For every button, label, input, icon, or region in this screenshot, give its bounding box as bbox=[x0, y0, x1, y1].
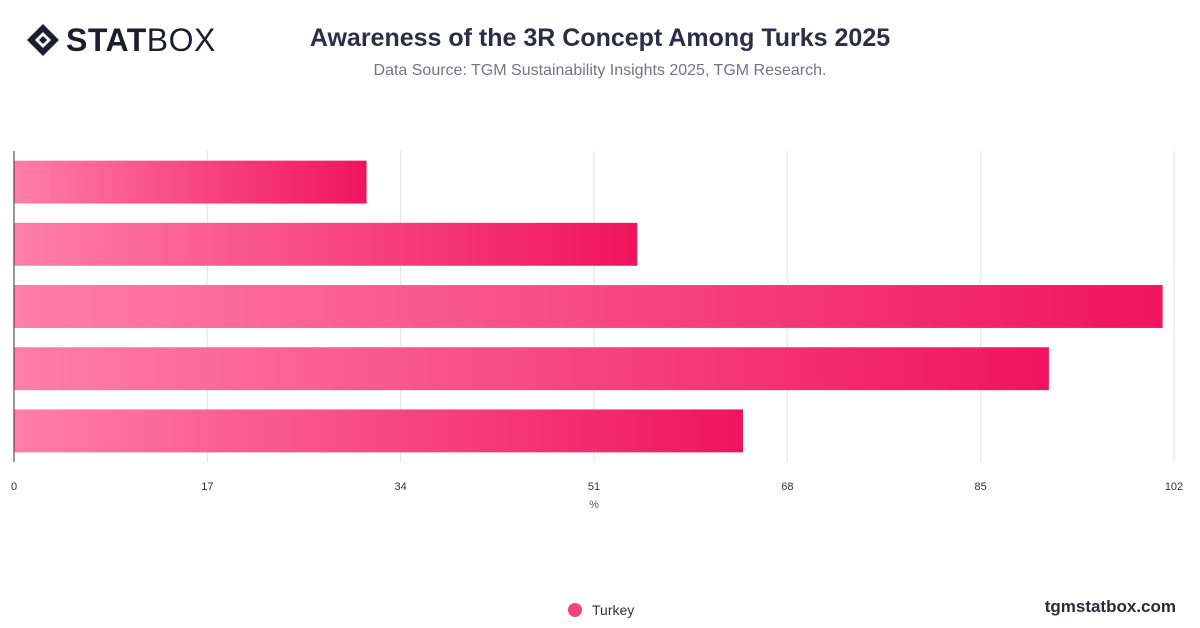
legend-swatch bbox=[568, 603, 582, 617]
x-tick-label: 102 bbox=[1165, 481, 1183, 493]
x-tick-label: 85 bbox=[975, 481, 987, 493]
logo-wordmark: STATBOX bbox=[66, 24, 216, 56]
x-axis-title: % bbox=[589, 499, 599, 511]
logo-word-stat: STAT bbox=[66, 22, 147, 58]
bar[interactable] bbox=[14, 222, 638, 266]
bar[interactable] bbox=[14, 285, 1163, 328]
bar-chart: 0 17 34 51 68 85 102 % bbox=[11, 151, 1183, 511]
x-tick-label: 68 bbox=[781, 481, 793, 493]
statbox-logo: STATBOX bbox=[26, 22, 216, 58]
bar[interactable] bbox=[14, 347, 1049, 391]
bar[interactable] bbox=[14, 409, 743, 453]
bar[interactable] bbox=[14, 160, 367, 204]
x-tick-label: 51 bbox=[588, 481, 600, 493]
logo-word-box: BOX bbox=[146, 22, 216, 58]
x-tick-label: 0 bbox=[11, 481, 17, 493]
x-tick-label: 34 bbox=[395, 481, 407, 493]
legend[interactable]: Turkey bbox=[568, 602, 634, 618]
legend-label: Turkey bbox=[592, 602, 635, 618]
chart-title: Awareness of the 3R Concept Among Turks … bbox=[309, 24, 891, 52]
x-tick-label: 17 bbox=[201, 481, 213, 493]
footer-site: tgmstatbox.com bbox=[1044, 597, 1176, 616]
chart-subtitle: Data Source: TGM Sustainability Insights… bbox=[373, 62, 827, 79]
statbox-logo-icon bbox=[27, 24, 59, 56]
